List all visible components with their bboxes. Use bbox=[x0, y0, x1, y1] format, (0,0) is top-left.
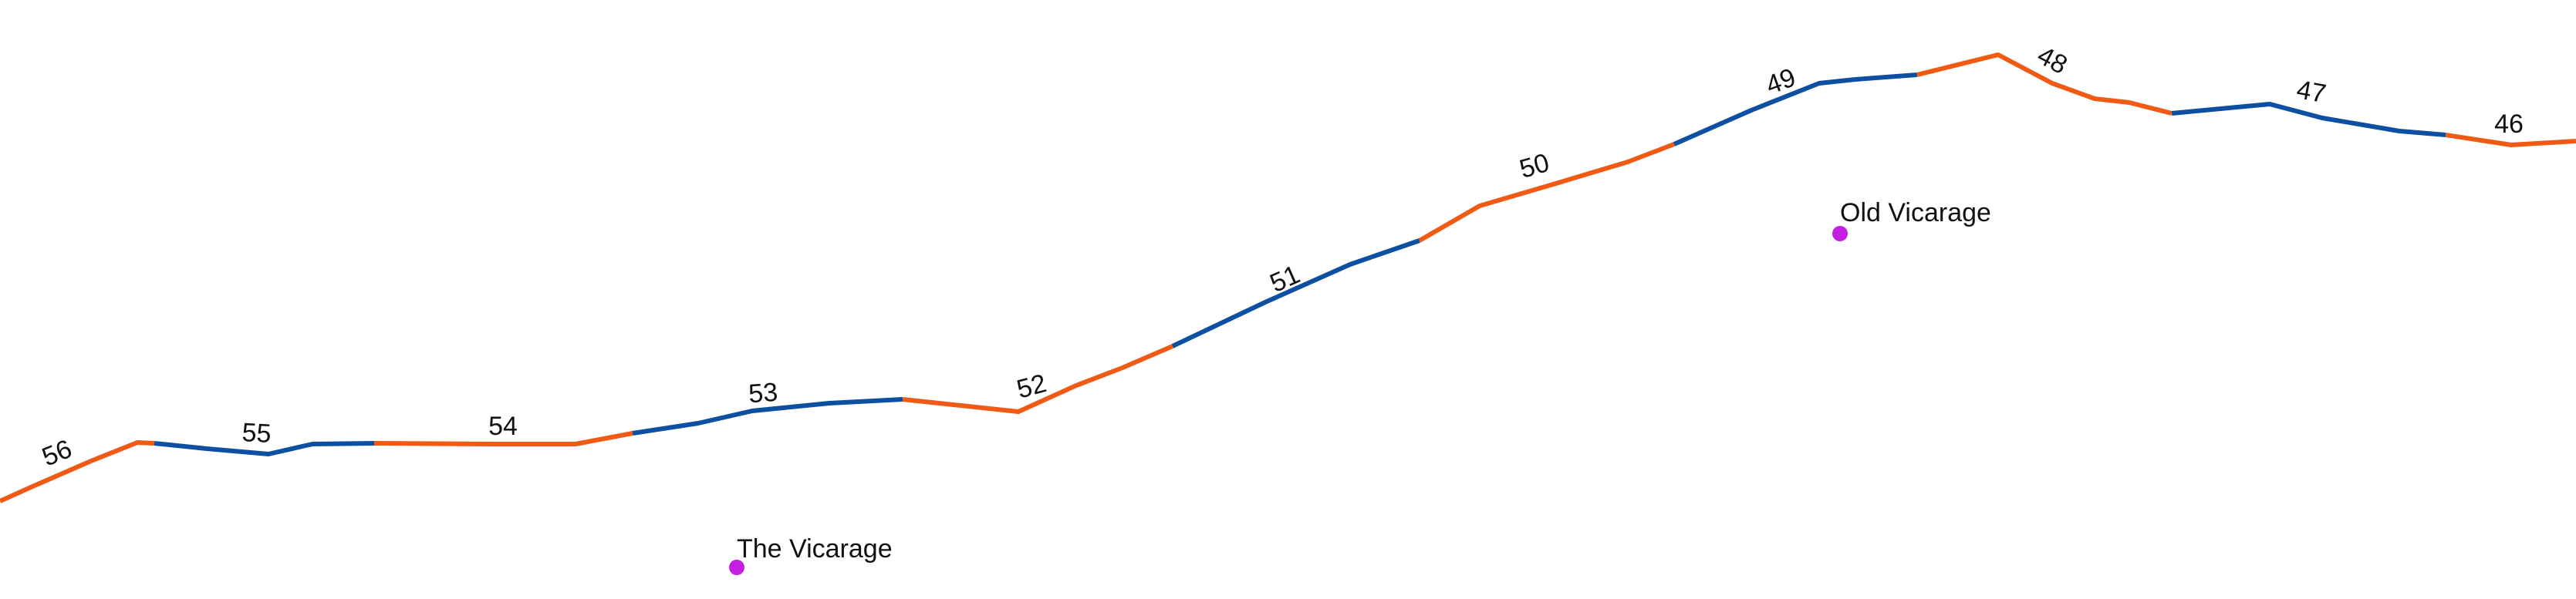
route-segment-50 bbox=[1418, 142, 1676, 243]
km-marker-label: 55 bbox=[241, 418, 272, 449]
route-segment-49 bbox=[1673, 72, 1918, 146]
route-segment-47 bbox=[2171, 102, 2446, 137]
km-marker-label: 54 bbox=[488, 412, 518, 441]
km-marker-label: 51 bbox=[1266, 260, 1305, 298]
km-marker-label: 50 bbox=[1517, 148, 1553, 184]
place-dot-icon[interactable] bbox=[729, 560, 744, 575]
place-dot-icon[interactable] bbox=[1832, 226, 1848, 241]
route-segment-51 bbox=[1171, 238, 1420, 348]
place-label: Old Vicarage bbox=[1840, 198, 1991, 227]
route-segment-53 bbox=[632, 397, 903, 436]
place-label: The Vicarage bbox=[737, 534, 893, 564]
km-markers: 56 55 54 53 52 51 50 49 48 47 46 bbox=[38, 41, 2524, 473]
route-segment-54 bbox=[373, 431, 633, 446]
route-segment-46 bbox=[2445, 133, 2576, 147]
place-the-vicarage[interactable]: The Vicarage bbox=[729, 534, 893, 575]
km-marker-label: 47 bbox=[2294, 75, 2328, 109]
km-marker-label: 46 bbox=[2494, 109, 2524, 139]
km-marker-label: 53 bbox=[748, 378, 778, 409]
route-segment-55 bbox=[154, 441, 375, 456]
km-marker-label: 56 bbox=[38, 434, 76, 472]
route-segment-52 bbox=[902, 344, 1174, 414]
route-line bbox=[0, 52, 2576, 503]
place-old-vicarage[interactable]: Old Vicarage bbox=[1832, 198, 1991, 241]
route-segment-48 bbox=[1916, 52, 2173, 116]
route-segment-56 bbox=[0, 440, 155, 503]
